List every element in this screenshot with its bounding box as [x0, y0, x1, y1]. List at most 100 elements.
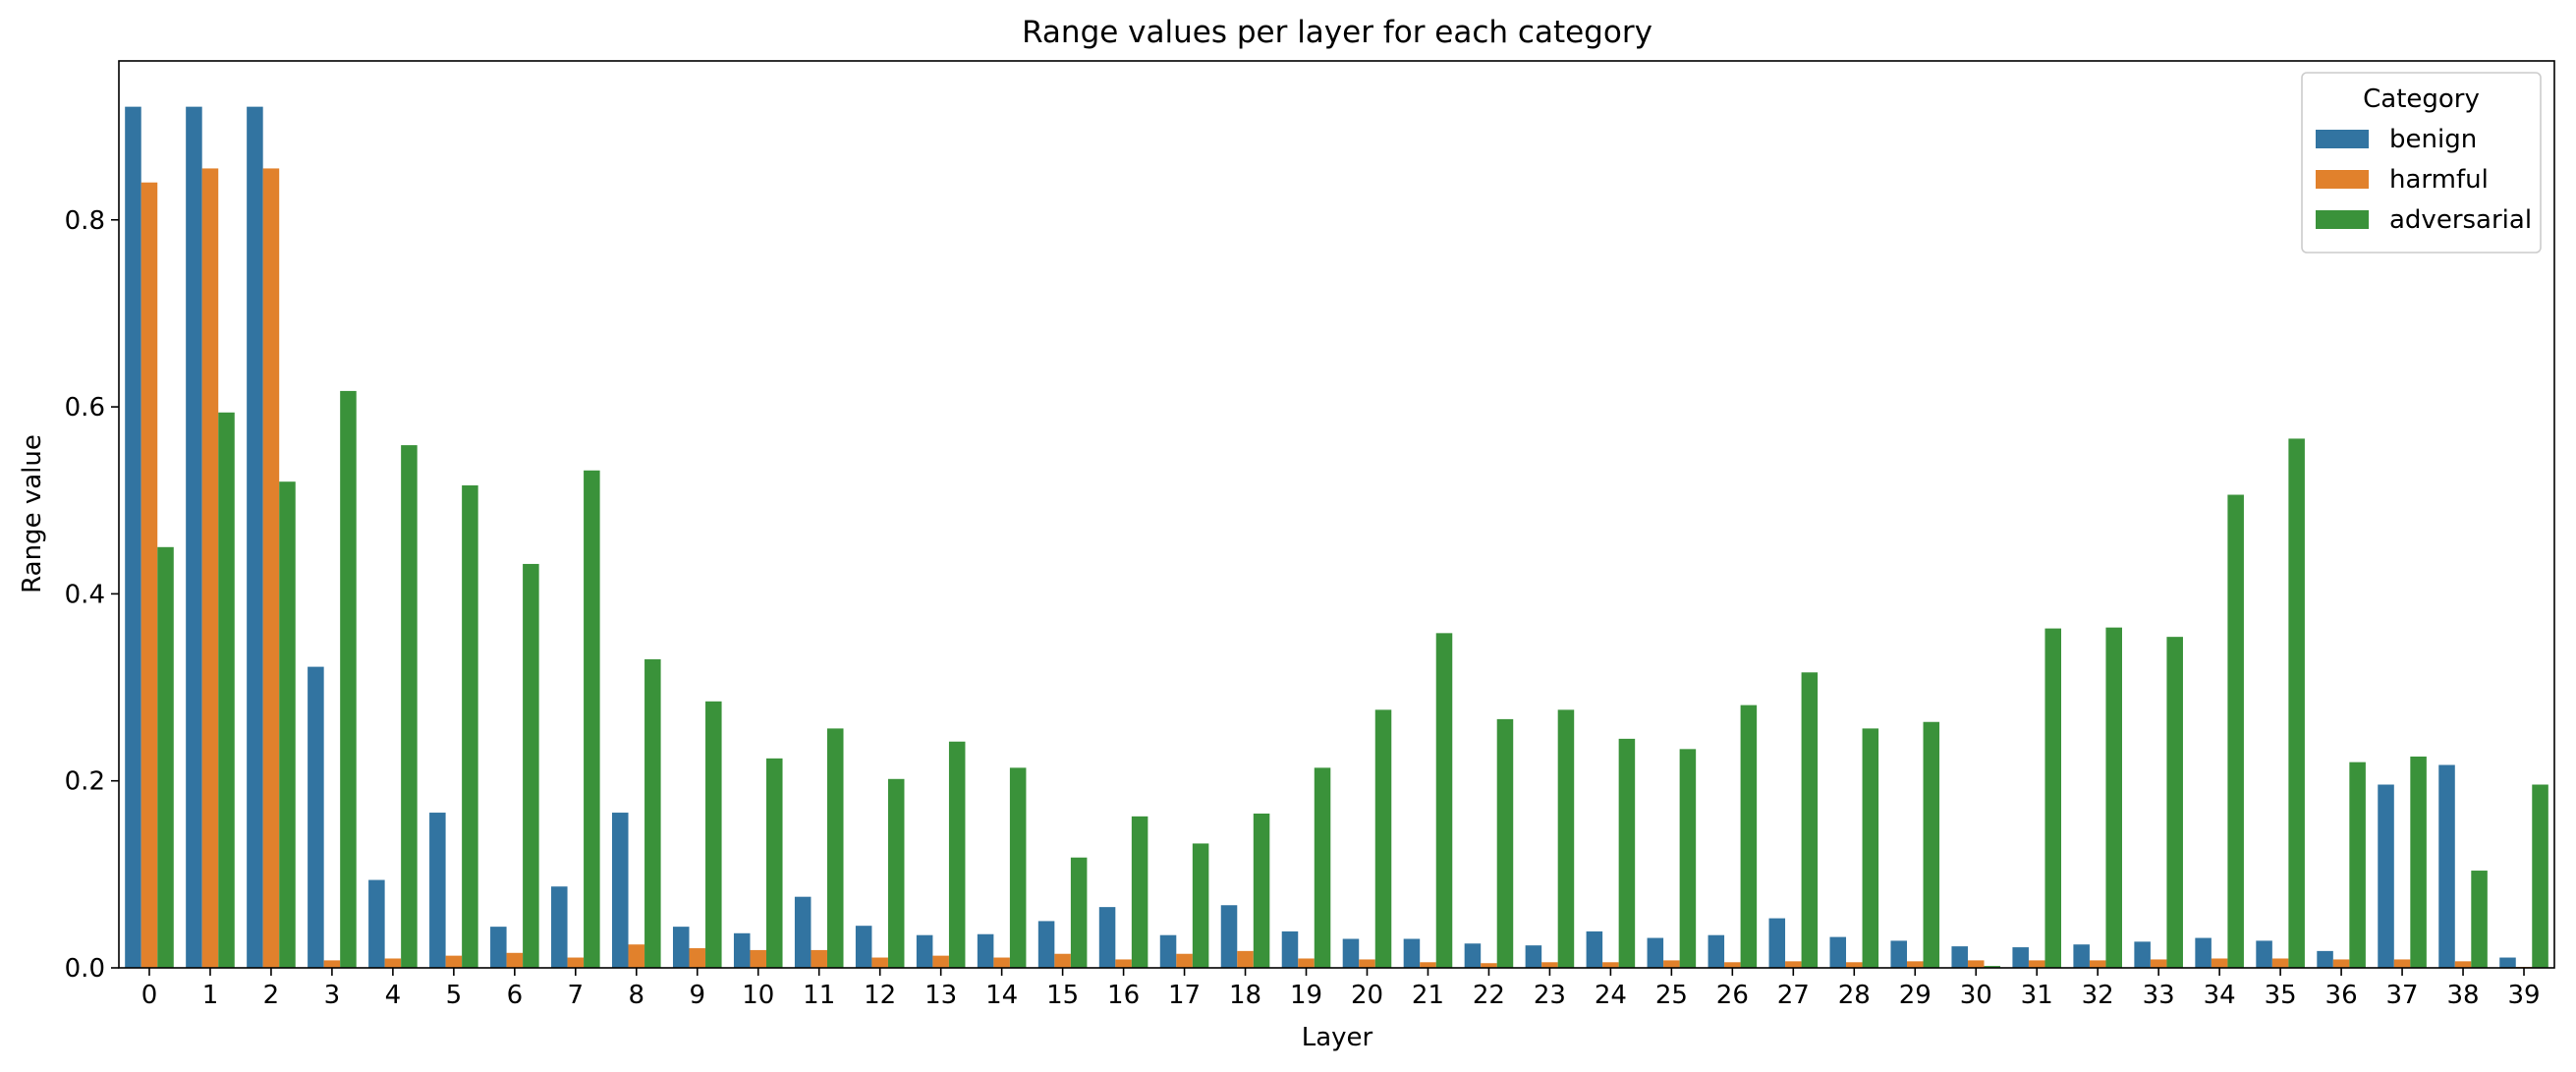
bar-adversarial-25	[1679, 749, 1697, 968]
bar-adversarial-29	[1923, 721, 1940, 968]
bar-harmful-25	[1663, 960, 1680, 968]
bar-adversarial-3	[340, 390, 357, 968]
legend-label-benign: benign	[2389, 125, 2477, 154]
bar-benign-30	[1951, 946, 1968, 968]
y-tick-label: 0.2	[65, 767, 105, 797]
bar-benign-15	[1037, 921, 1055, 968]
bar-benign-32	[2073, 944, 2090, 968]
bar-harmful-17	[1176, 953, 1193, 968]
bar-harmful-21	[1420, 962, 1436, 968]
x-tick-label: 14	[985, 981, 1018, 1010]
x-tick-label: 0	[141, 981, 158, 1010]
y-tick-label: 0.0	[65, 954, 105, 984]
bar-harmful-7	[567, 957, 585, 968]
bar-adversarial-34	[2227, 494, 2244, 968]
x-tick-label: 2	[263, 981, 280, 1010]
bar-benign-9	[672, 927, 690, 968]
bar-harmful-35	[2271, 958, 2289, 968]
bar-adversarial-0	[157, 546, 174, 968]
x-tick-label: 35	[2265, 981, 2297, 1010]
bar-harmful-16	[1115, 959, 1132, 968]
bar-harmful-1	[201, 168, 219, 968]
x-tick-label: 30	[1960, 981, 1992, 1010]
bar-benign-1	[186, 106, 202, 968]
bar-harmful-13	[932, 955, 949, 968]
bar-benign-3	[308, 666, 324, 968]
bar-harmful-5	[445, 955, 463, 968]
x-tick-label: 32	[2082, 981, 2114, 1010]
bar-harmful-32	[2089, 960, 2106, 968]
x-tick-label: 24	[1595, 981, 1627, 1010]
bar-harmful-9	[689, 948, 706, 968]
bar-adversarial-30	[1984, 966, 2001, 968]
bar-adversarial-23	[1557, 709, 1575, 968]
bar-benign-28	[1829, 936, 1847, 968]
axes-layer: 0 1 2 3 4 5 6 7 8 9 10 11 12 13 14 15 16 17 18 19 20 21 22 23 24…	[65, 60, 2555, 1010]
bar-adversarial-38	[2471, 871, 2488, 968]
bar-harmful-29	[1907, 961, 1924, 968]
y-axis-title: Range value	[18, 434, 47, 593]
bar-adversarial-14	[1009, 767, 1027, 968]
x-tick-label: 25	[1655, 981, 1688, 1010]
bar-benign-10	[733, 932, 751, 968]
bar-adversarial-35	[2288, 438, 2305, 968]
bar-benign-38	[2438, 764, 2455, 968]
bar-adversarial-7	[584, 470, 600, 968]
legend-label-harmful: harmful	[2389, 165, 2489, 195]
x-tick-label: 27	[1777, 981, 1810, 1010]
bar-adversarial-18	[1253, 813, 1270, 968]
bar-benign-33	[2134, 941, 2151, 968]
bar-benign-19	[1281, 931, 1299, 968]
bar-benign-27	[1768, 918, 1786, 968]
bar-adversarial-11	[826, 728, 844, 968]
x-tick-label: 28	[1838, 981, 1871, 1010]
bar-adversarial-20	[1374, 709, 1392, 968]
bar-adversarial-32	[2105, 627, 2122, 968]
bar-benign-36	[2317, 950, 2333, 968]
x-tick-label: 12	[864, 981, 896, 1010]
x-tick-label: 18	[1229, 981, 1261, 1010]
x-tick-label: 16	[1107, 981, 1140, 1010]
bar-benign-26	[1708, 934, 1725, 968]
bar-harmful-3	[323, 960, 341, 968]
legend-swatch-harmful	[2316, 170, 2369, 189]
bar-adversarial-26	[1740, 705, 1758, 968]
x-tick-label: 33	[2143, 981, 2175, 1010]
bar-adversarial-33	[2166, 637, 2183, 968]
bar-harmful-34	[2211, 958, 2228, 968]
x-tick-label: 19	[1290, 981, 1322, 1010]
x-tick-label: 23	[1534, 981, 1566, 1010]
bar-adversarial-9	[705, 701, 722, 968]
bar-adversarial-12	[887, 778, 905, 968]
bar-adversarial-2	[279, 481, 296, 968]
bar-harmful-15	[1054, 953, 1071, 968]
legend-swatch-benign	[2316, 130, 2369, 148]
x-tick-label: 29	[1899, 981, 1932, 1010]
bar-benign-18	[1220, 905, 1238, 968]
bar-benign-35	[2256, 940, 2272, 968]
x-tick-label: 8	[629, 981, 645, 1010]
bar-benign-29	[1890, 940, 1907, 968]
x-tick-label: 38	[2446, 981, 2479, 1010]
bar-benign-31	[2012, 947, 2029, 968]
bar-benign-24	[1586, 931, 1603, 968]
legend-label-adversarial: adversarial	[2389, 205, 2532, 235]
bar-harmful-37	[2393, 959, 2411, 968]
x-tick-label: 31	[2021, 981, 2053, 1010]
bar-adversarial-37	[2410, 756, 2427, 968]
bar-harmful-11	[811, 949, 827, 968]
bar-adversarial-31	[2044, 628, 2062, 968]
x-tick-label: 26	[1716, 981, 1749, 1010]
bar-benign-22	[1464, 943, 1482, 968]
x-tick-label: 36	[2325, 981, 2358, 1010]
bar-harmful-36	[2332, 959, 2350, 968]
bar-adversarial-15	[1070, 857, 1088, 968]
y-tick-label: 0.8	[65, 206, 105, 236]
bar-adversarial-4	[401, 445, 418, 969]
x-tick-label: 39	[2507, 981, 2540, 1010]
bars-layer	[125, 106, 2548, 969]
bar-harmful-38	[2454, 961, 2472, 968]
x-tick-label: 6	[507, 981, 524, 1010]
bar-benign-16	[1098, 907, 1116, 968]
